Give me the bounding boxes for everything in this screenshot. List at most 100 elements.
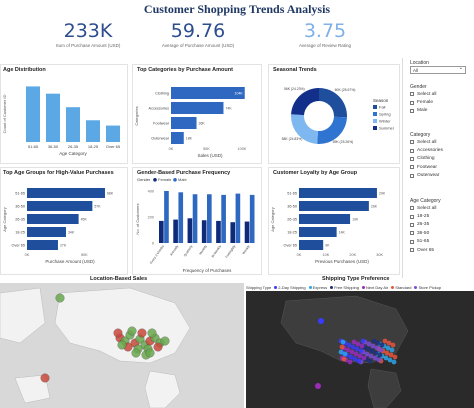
location-bubble xyxy=(113,328,123,338)
data-label: 60K (25.67%) xyxy=(335,88,356,92)
filter-option[interactable]: Outerwear xyxy=(410,172,443,180)
legend-swatch xyxy=(308,285,312,289)
shipping-point xyxy=(340,339,346,345)
bar xyxy=(27,227,66,237)
shipping-point xyxy=(370,343,376,349)
age-distribution-chart: Count of Customer ID 51-65 36-50 26-35 18-25… xyxy=(2,86,121,156)
checkbox[interactable] xyxy=(410,206,414,211)
gender-frequency-chart: Gender Female Male No. of Customers 0 200 400 E… xyxy=(135,177,255,273)
legend-item: Next Day Air xyxy=(362,285,388,290)
checkbox[interactable] xyxy=(410,222,414,227)
legend-item: Winter xyxy=(379,119,391,124)
shipping-point xyxy=(371,338,377,344)
location-sales-map[interactable] xyxy=(0,283,244,408)
gender-filter[interactable]: Gender Select all Female Male xyxy=(410,84,436,115)
y-tick-label: 26-35 xyxy=(15,218,25,222)
shipping-point xyxy=(318,318,324,324)
bar xyxy=(299,201,369,211)
shipping-point xyxy=(387,357,393,363)
y-tick-label: 26-35 xyxy=(287,218,297,222)
x-tick-label: 36-50 xyxy=(48,144,59,149)
location-bubble xyxy=(40,373,50,383)
donut-slice xyxy=(291,88,319,116)
x-tick-label: 30K xyxy=(376,253,383,257)
chart-title: Top Age Groups for High-Value Purchases xyxy=(3,170,114,176)
shipping-point xyxy=(392,354,398,360)
top-categories-panel[interactable]: Top Categories by Purchase Amount Catego… xyxy=(132,64,262,164)
kpi-label: Average of Review Rating xyxy=(299,43,351,48)
location-dropdown[interactable]: All xyxy=(410,65,466,74)
filter-option[interactable]: 51-65 xyxy=(410,238,441,246)
divider xyxy=(402,58,403,278)
checkbox[interactable] xyxy=(410,165,414,170)
category-filter[interactable]: Category Select all Accessories Clothing Fo… xyxy=(410,132,443,180)
legend-item: Free Shipping xyxy=(330,285,359,290)
shipping-point xyxy=(375,340,381,346)
shipping-point xyxy=(391,359,397,365)
filter-option[interactable]: Male xyxy=(410,107,436,115)
shipping-point xyxy=(341,356,347,362)
location-filter[interactable]: Location All xyxy=(410,60,466,74)
x-tick-label: 0K xyxy=(297,253,302,257)
checkbox[interactable] xyxy=(410,214,414,219)
option-label: 26-35 xyxy=(417,222,430,228)
bar xyxy=(178,192,184,243)
filter-option[interactable]: Footwear xyxy=(410,163,443,171)
age-filter[interactable]: Age Category Select all 18-25 26-35 36-50 51… xyxy=(410,198,441,254)
x-tick-label: 20K xyxy=(349,253,356,257)
shipping-point xyxy=(315,383,321,389)
age-groups-panel[interactable]: Top Age Groups for High-Value Purchases … xyxy=(0,167,128,275)
age-distribution-panel[interactable]: Age Distribution Count of Customer ID 51-… xyxy=(0,64,128,164)
x-tick-label: Over 65 xyxy=(106,144,121,149)
filter-option[interactable]: Select all xyxy=(410,204,441,212)
legend-item: 2-Day Shipping xyxy=(274,285,306,290)
shipping-point xyxy=(339,344,345,350)
x-tick-label: 50K xyxy=(81,253,88,257)
checkbox[interactable] xyxy=(410,140,414,145)
checkbox[interactable] xyxy=(410,148,414,153)
option-label: Outerwear xyxy=(417,173,440,179)
seasonal-trends-panel[interactable]: Seasonal Trends 60K (25.67%) 59K (25.26%)… xyxy=(268,64,400,164)
location-bubble xyxy=(117,340,127,350)
filter-option[interactable]: Select all xyxy=(410,90,436,98)
filter-option[interactable]: Select all xyxy=(410,138,443,146)
legend-item: Summer xyxy=(379,126,395,131)
checkbox[interactable] xyxy=(410,239,414,244)
checkbox[interactable] xyxy=(410,100,414,105)
loyalty-panel[interactable]: Customer Loyalty by Age Group Age Catego… xyxy=(268,167,400,275)
legend-swatch xyxy=(373,112,377,116)
y-tick-label: 18-25 xyxy=(15,231,25,235)
south-america-shape xyxy=(144,370,181,408)
filter-option[interactable]: Clothing xyxy=(410,155,443,163)
y-tick-label: 51-65 xyxy=(15,192,25,196)
filter-option[interactable]: Over 65 xyxy=(410,246,441,254)
age-groups-chart: Age Category 51-65 68K 36-50 57K 26-35 45K 18-2… xyxy=(2,188,114,264)
checkbox[interactable] xyxy=(410,108,414,113)
location-bubble xyxy=(137,328,147,338)
checkbox[interactable] xyxy=(410,248,414,253)
checkbox[interactable] xyxy=(410,156,414,161)
shipping-point xyxy=(377,352,383,358)
shipping-map-canvas xyxy=(280,295,409,408)
legend-title: Gender xyxy=(137,177,151,182)
filter-option[interactable]: 26-35 xyxy=(410,221,441,229)
shipping-type-map[interactable] xyxy=(246,291,474,408)
checkbox[interactable] xyxy=(410,173,414,178)
shipping-point xyxy=(356,358,362,364)
x-tick-label: 51-65 xyxy=(28,144,39,149)
checkbox[interactable] xyxy=(410,92,414,97)
checkbox[interactable] xyxy=(410,231,414,236)
filter-option[interactable]: 36-50 xyxy=(410,229,441,237)
shipping-point xyxy=(386,340,392,346)
bar xyxy=(235,193,241,243)
bar xyxy=(86,120,100,142)
x-axis-label: Sales (USD) xyxy=(197,153,223,158)
shipping-point xyxy=(372,355,378,361)
donut-slice xyxy=(319,88,347,118)
filter-option[interactable]: 18-25 xyxy=(410,212,441,220)
kpi-label: Sum of Purchase Amount (USD) xyxy=(55,43,121,48)
filter-option[interactable]: Female xyxy=(410,98,436,106)
gender-frequency-panel[interactable]: Gender-Based Purchase Frequency Gender Fe… xyxy=(132,167,262,275)
filter-option[interactable]: Accessories xyxy=(410,146,443,154)
shipping-point xyxy=(365,346,371,352)
